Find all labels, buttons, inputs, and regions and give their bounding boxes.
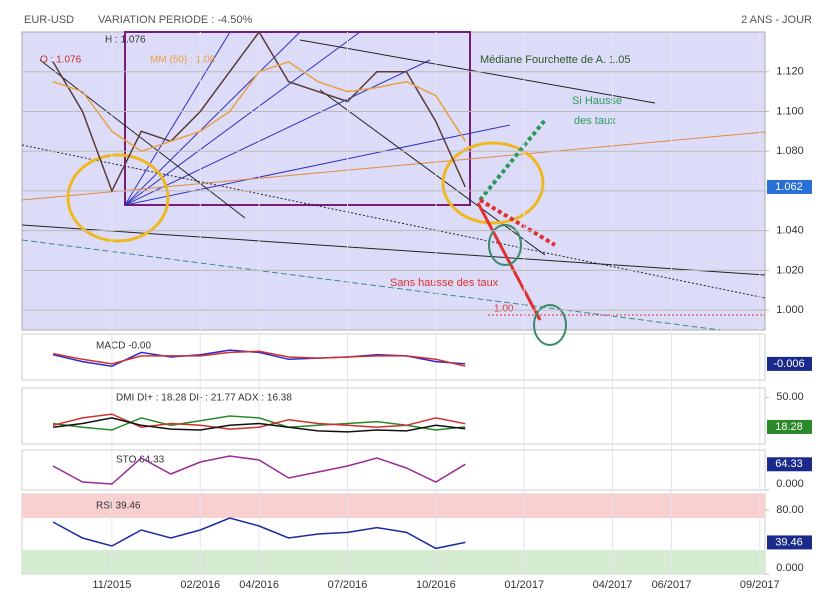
y-tick-label: 1.040 bbox=[776, 225, 804, 237]
value-box bbox=[767, 457, 812, 472]
series-line bbox=[52, 30, 466, 193]
value-box-label: 1.062 bbox=[775, 181, 803, 193]
fan-line bbox=[124, 31, 231, 206]
legend-item: O : 1.076 bbox=[40, 55, 82, 66]
value-box-label: 64.33 bbox=[775, 458, 803, 470]
y-tick-label: 1.020 bbox=[776, 264, 804, 276]
trend-line bbox=[21, 144, 766, 299]
highlight-circle bbox=[441, 141, 545, 225]
y-tick-label: 1.000 bbox=[776, 304, 804, 316]
trend-line bbox=[39, 59, 246, 219]
y-tick-label: 50.00 bbox=[776, 391, 804, 403]
series-line bbox=[52, 417, 466, 433]
fan-line bbox=[124, 59, 431, 206]
x-tick-label: 09/2017 bbox=[740, 579, 780, 591]
trend-line bbox=[319, 89, 546, 256]
value-box bbox=[767, 356, 812, 371]
x-tick-label: 11/2015 bbox=[92, 579, 131, 591]
main-panel bbox=[21, 31, 766, 331]
sto-panel bbox=[21, 449, 766, 491]
symbol: EUR-USD bbox=[24, 14, 74, 26]
annotation: Si Hausse bbox=[572, 95, 622, 107]
legend-item: H : 1.076 bbox=[105, 35, 146, 46]
arrow-flat bbox=[478, 198, 557, 247]
y-tick-label: 1.100 bbox=[776, 105, 804, 117]
box bbox=[124, 31, 471, 206]
y-tick-label: 0.000 bbox=[776, 478, 804, 490]
annotation: Médiane Fourchette de A. 1.05 bbox=[480, 54, 630, 66]
x-tick-label: 02/2016 bbox=[180, 579, 220, 591]
x-tick-label: 04/2016 bbox=[239, 579, 279, 591]
annotation: des taux bbox=[574, 115, 616, 127]
x-tick-label: 07/2016 bbox=[328, 579, 368, 591]
legend-item: MM (50) : 1.08 bbox=[150, 55, 215, 66]
target-circle bbox=[533, 304, 567, 346]
period: 2 ANS - JOUR bbox=[741, 14, 812, 26]
highlight-circle bbox=[66, 153, 170, 243]
x-tick-label: 06/2017 bbox=[652, 579, 692, 591]
value-box bbox=[767, 419, 812, 434]
arrow-up bbox=[478, 118, 547, 202]
y-tick-label: 1.080 bbox=[776, 145, 804, 157]
series-line bbox=[52, 517, 466, 550]
rsi-overbought-zone bbox=[22, 494, 765, 518]
fan-line bbox=[124, 31, 361, 206]
x-tick-label: 01/2017 bbox=[504, 579, 544, 591]
value-box-label: -0.006 bbox=[773, 358, 804, 370]
macd-panel bbox=[21, 333, 766, 381]
series-line bbox=[52, 60, 466, 153]
series-line bbox=[52, 415, 466, 431]
trend-line bbox=[21, 239, 721, 331]
series-line bbox=[52, 413, 466, 430]
series-line bbox=[52, 350, 466, 367]
value-box bbox=[767, 179, 812, 194]
fan-line bbox=[124, 124, 511, 206]
value-box bbox=[767, 535, 812, 550]
fan-line bbox=[124, 31, 301, 206]
x-tick-label: 10/2016 bbox=[416, 579, 456, 591]
y-tick-label: 80.00 bbox=[776, 504, 804, 516]
panel-title: DMI DI+ : 18.28 DI- : 21.77 ADX : 16.38 bbox=[116, 393, 292, 404]
panel-title: RSI 39.46 bbox=[96, 501, 141, 512]
value-box-label: 39.46 bbox=[775, 536, 803, 548]
dmi-panel bbox=[21, 387, 766, 445]
variation: VARIATION PERIODE : -4.50% bbox=[98, 14, 252, 26]
annotation: Sans hausse des taux bbox=[390, 277, 499, 289]
target-circle bbox=[488, 224, 522, 266]
annotation: 1.00 bbox=[494, 304, 514, 315]
value-box-label: 18.28 bbox=[775, 421, 803, 433]
trend-line bbox=[21, 131, 766, 201]
arrow-down bbox=[476, 202, 542, 321]
series-line bbox=[52, 455, 466, 485]
rsi-oversold-zone bbox=[22, 550, 765, 574]
panel-title: MACD -0.00 bbox=[96, 341, 151, 352]
y-tick-label: 1.120 bbox=[776, 66, 804, 78]
y-tick-label: 0.000 bbox=[776, 562, 804, 574]
x-tick-label: 04/2017 bbox=[593, 579, 633, 591]
panel-title: STO 64.33 bbox=[116, 455, 165, 466]
